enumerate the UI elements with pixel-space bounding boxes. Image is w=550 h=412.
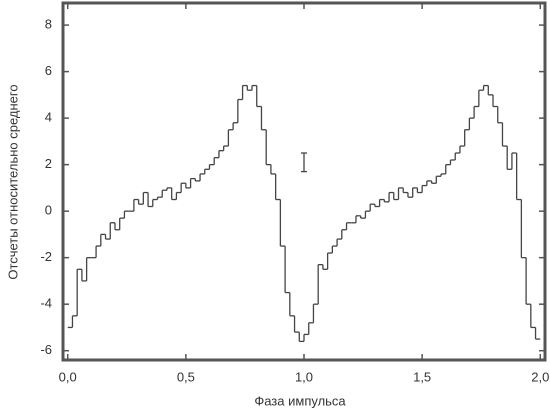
y-tick-label: 8 xyxy=(45,17,52,32)
x-tick-label: 2,0 xyxy=(531,369,549,384)
y-tick-label: -2 xyxy=(40,249,52,264)
plot-frame xyxy=(61,1,547,362)
y-tick-label: 6 xyxy=(45,63,52,78)
y-tick-label: 4 xyxy=(45,110,52,125)
y-tick-label: -4 xyxy=(40,296,52,311)
y-axis-title: Отсчеты относительно среднего xyxy=(5,84,20,279)
x-axis-title: Фаза импульса xyxy=(254,393,346,408)
y-tick-label: 2 xyxy=(45,156,52,171)
x-tick-label: 1,5 xyxy=(413,369,431,384)
x-tick-label: 0,5 xyxy=(177,369,195,384)
y-tick-label: 0 xyxy=(45,203,52,218)
x-tick-label: 1,0 xyxy=(295,369,313,384)
y-tick-label: -6 xyxy=(40,342,52,357)
x-tick-label: 0,0 xyxy=(59,369,77,384)
